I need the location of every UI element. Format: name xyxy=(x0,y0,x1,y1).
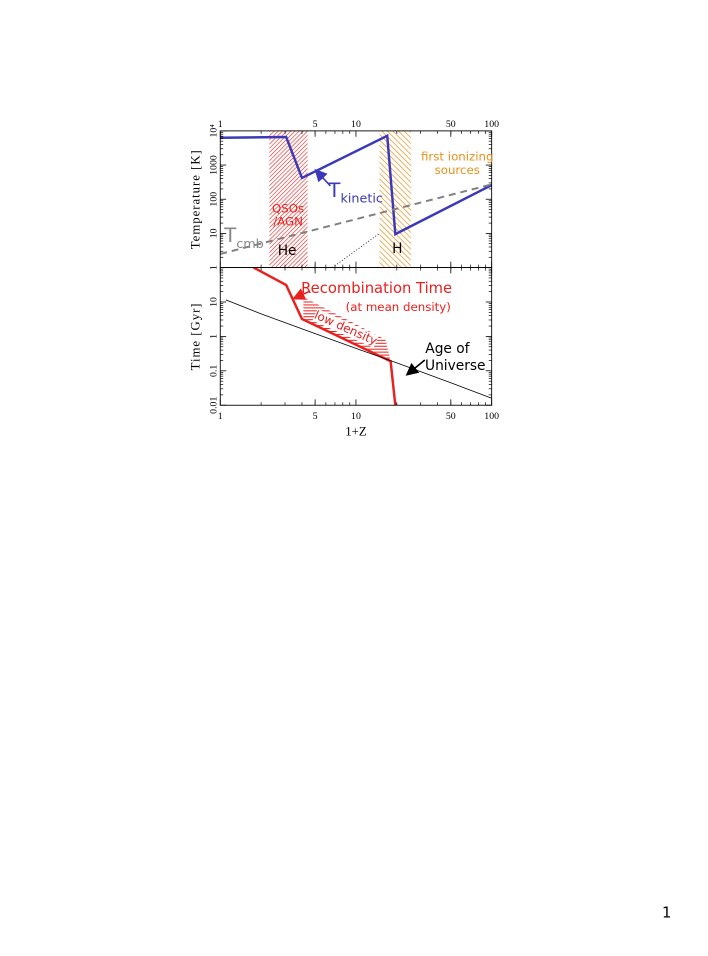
annotation: Universe xyxy=(425,358,485,374)
y-tick-label: 10⁴ xyxy=(208,124,219,138)
page-number: 1 xyxy=(662,905,671,922)
y-tick-label: 0.01 xyxy=(208,397,219,414)
y-axis-label: Time [Gyr] xyxy=(189,302,203,370)
y-tick-label: 10 xyxy=(208,297,219,307)
series-line xyxy=(220,133,492,237)
shaded-band xyxy=(379,130,411,268)
annotation: Tcmb xyxy=(223,224,264,252)
annotation-subscript: kinetic xyxy=(340,192,382,207)
y-axis-label: Temperature [K] xyxy=(189,149,203,249)
y-tick-label: 1 xyxy=(208,334,219,339)
annotation: He xyxy=(278,243,297,259)
annotation-arrow xyxy=(314,168,331,187)
plot-frame xyxy=(219,267,493,406)
annotation-subscript: cmb xyxy=(236,237,264,252)
x-tick-label: 1 xyxy=(218,119,223,130)
x-tick-label: 5 xyxy=(313,119,318,130)
series-line xyxy=(253,267,397,406)
shaded-band xyxy=(269,130,308,268)
x-tick-label: 10 xyxy=(351,119,361,130)
label-background xyxy=(312,308,379,348)
annotation-arrow xyxy=(292,288,311,300)
series-line xyxy=(332,233,380,268)
annotation: Age of xyxy=(425,341,470,357)
x-tick-label: 50 xyxy=(446,119,456,130)
x-tick-label: 5 xyxy=(313,411,318,422)
annotation: (at mean density) xyxy=(346,300,451,314)
annotation: first ionizing xyxy=(421,149,494,163)
y-tick-label: 10 xyxy=(208,228,219,238)
annotation: sources xyxy=(435,163,480,177)
annotation-text: T xyxy=(223,224,237,247)
y-tick-label: 1000 xyxy=(208,155,219,175)
x-tick-label: 50 xyxy=(446,411,456,422)
series-line xyxy=(225,299,492,399)
x-tick-label: 100 xyxy=(484,119,499,130)
annotation: H xyxy=(392,241,402,257)
y-tick-label: 0.1 xyxy=(208,365,219,377)
x-tick-label: 1 xyxy=(218,411,223,422)
x-tick-label: 10 xyxy=(351,411,361,422)
annotation: Tkinetic xyxy=(327,179,382,207)
y-tick-label: 1 xyxy=(208,265,219,270)
y-tick-label: 100 xyxy=(208,192,219,207)
annotation: QSOs xyxy=(272,202,304,216)
annotation-arrow xyxy=(405,359,426,376)
x-tick-label: 100 xyxy=(484,411,499,422)
annotation-text: T xyxy=(327,179,341,202)
plot-area xyxy=(220,130,492,268)
annotation: /AGN xyxy=(273,214,303,228)
annotation: Recombination Time xyxy=(301,280,452,297)
x-axis-label: 1+Z xyxy=(345,425,367,439)
